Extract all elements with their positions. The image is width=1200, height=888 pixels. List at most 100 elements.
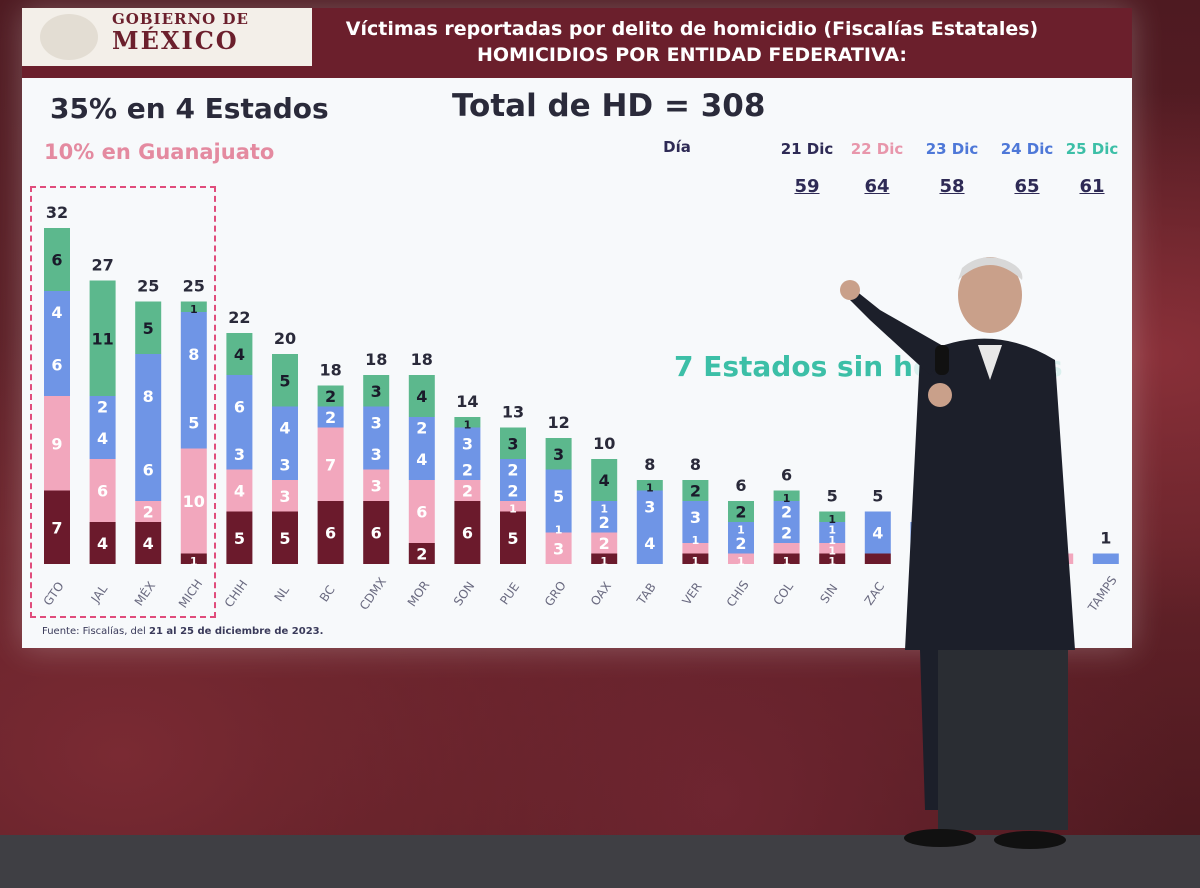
bar-segment — [773, 543, 800, 554]
segment-label: 9 — [51, 434, 62, 453]
bar-segment — [545, 532, 572, 564]
bar-segment — [317, 427, 344, 501]
bar-segment — [226, 375, 253, 438]
segment-label: 1 — [190, 555, 198, 568]
bar-segment — [454, 480, 481, 501]
bar-segment — [317, 406, 344, 428]
bar-segment — [819, 543, 846, 554]
logo-text-line2: MÉXICO — [112, 26, 239, 55]
segment-label: 6 — [462, 524, 473, 543]
segment-label: 1 — [828, 544, 836, 557]
segment-label: 4 — [644, 534, 655, 553]
bar-segment — [682, 543, 709, 554]
bar-total-label: 25 — [183, 277, 205, 296]
bar-segment — [44, 291, 70, 333]
segment-label: 1 — [828, 555, 836, 568]
bar-segment — [226, 333, 253, 375]
bar-segment — [682, 501, 709, 533]
segment-label: 2 — [781, 524, 792, 543]
bar-total-label: 6 — [735, 476, 746, 495]
segment-label: 6 — [371, 524, 382, 543]
segment-label: 7 — [51, 518, 62, 537]
bar-segment — [454, 501, 481, 564]
bar-segment — [135, 438, 162, 501]
bar-segment — [89, 396, 116, 417]
category-tick-label: TAMPS — [1085, 573, 1120, 614]
segment-label: 4 — [872, 524, 883, 543]
segment-label: 1 — [509, 502, 517, 515]
segment-label: 1 — [828, 513, 836, 526]
bar-segment — [272, 406, 298, 449]
category-tick-label: CDMX — [357, 575, 389, 613]
bar-segment — [500, 480, 526, 501]
bar-segment — [773, 553, 800, 564]
bar-segment — [363, 375, 390, 407]
bar-segment — [180, 553, 207, 564]
segment-label: 1 — [828, 523, 836, 536]
bar-segment — [591, 532, 618, 554]
bar-segment — [180, 312, 207, 396]
segment-label: 3 — [279, 455, 290, 474]
segment-label: 1 — [190, 303, 198, 316]
four-states-label: 35% en 4 Estados — [50, 92, 329, 125]
segment-label: 1 — [600, 555, 608, 568]
bar-segment — [317, 501, 344, 564]
segment-label: 4 — [143, 534, 154, 553]
category-tick-label: BC — [317, 583, 338, 604]
segment-label: 4 — [51, 303, 62, 322]
segment-label: 3 — [644, 497, 655, 516]
source-note: Fuente: Fiscalías, del 21 al 25 de dicie… — [42, 626, 323, 637]
government-logo: GOBIERNO DE MÉXICO — [22, 8, 312, 66]
bar-total-label: 14 — [456, 392, 478, 411]
bar-segment — [272, 354, 298, 407]
segment-label: 1 — [692, 534, 700, 547]
segment-label: 4 — [97, 429, 108, 448]
bar-segment — [773, 490, 800, 501]
bar-segment — [682, 532, 709, 543]
bar-total-label: 18 — [365, 350, 387, 369]
bar-segment — [363, 438, 390, 470]
category-tick-label: CHIS — [724, 578, 752, 609]
segment-label: 3 — [279, 487, 290, 506]
bar-segment — [636, 480, 663, 491]
segment-label: 2 — [416, 419, 427, 438]
bar-segment — [363, 469, 390, 501]
bar-segment — [773, 501, 800, 522]
bar-segment — [408, 543, 435, 564]
segment-label: 2 — [325, 408, 336, 427]
segment-label: 4 — [234, 482, 245, 501]
bar-segment — [636, 490, 663, 522]
bar-segment — [363, 501, 390, 564]
segment-label: 7 — [325, 455, 336, 474]
bar-segment — [545, 522, 572, 533]
bar-segment — [180, 448, 207, 554]
segment-label: 2 — [735, 503, 746, 522]
bar-segment — [89, 522, 116, 564]
segment-label: 4 — [416, 387, 427, 406]
segment-label: 1 — [783, 492, 791, 505]
bar-segment — [226, 469, 253, 512]
category-tick-label: JAL — [88, 582, 111, 606]
presenter-figure — [840, 257, 1075, 849]
bar-segment — [545, 438, 572, 470]
bar-segment — [864, 553, 891, 564]
guanajuato-label: 10% en Guanajuato — [44, 140, 275, 164]
bar-segment — [591, 553, 618, 564]
segment-label: 2 — [507, 482, 518, 501]
segment-label: 3 — [371, 476, 382, 495]
bar-total-label: 12 — [547, 413, 569, 432]
bar-total-label: 8 — [644, 455, 655, 474]
bar-segment — [500, 459, 526, 480]
segment-label: 2 — [143, 503, 154, 522]
bar-segment — [454, 427, 481, 459]
bar-total-label: 25 — [137, 277, 159, 296]
segment-label: 3 — [690, 508, 701, 527]
segment-label: 5 — [507, 529, 518, 548]
category-tick-label: MICH — [176, 577, 205, 611]
segment-label: 4 — [416, 450, 427, 469]
segment-label: 2 — [690, 482, 701, 501]
bar-total-label: 5 — [827, 487, 838, 506]
segment-label: 5 — [188, 413, 199, 432]
segment-label: 1 — [600, 502, 608, 515]
category-tick-label: VER — [679, 580, 704, 608]
